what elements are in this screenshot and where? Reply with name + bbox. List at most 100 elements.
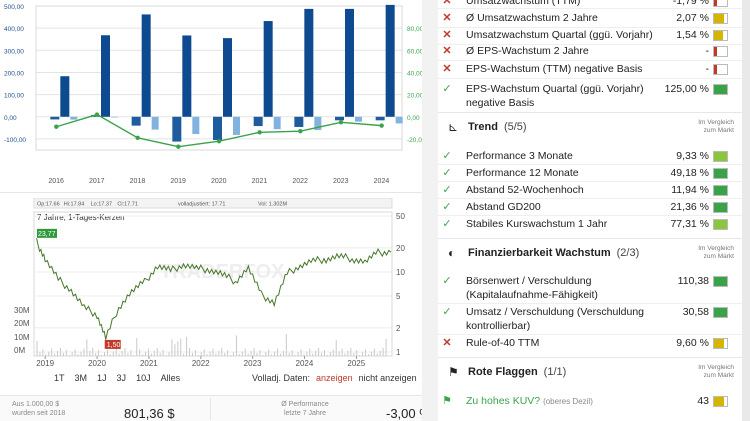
x-tick-label: 2017 — [89, 178, 105, 185]
criteria-label: Abstand 52-Wochenhoch — [466, 184, 584, 196]
max-label: 23,77 — [38, 231, 56, 238]
bar-main — [345, 8, 354, 117]
criteria-row: ✕ Rule-of-40 TTM 9,60 % — [438, 336, 742, 350]
criteria-row: ✕ Umsatzwachstum Quartal (ggü. Vorjahr) … — [438, 28, 742, 42]
rating-bar — [713, 185, 728, 196]
right-tick-label: 60,00 — [407, 48, 422, 55]
stat-performance-value: -3,00 % — [386, 406, 431, 421]
bar-main — [101, 35, 110, 117]
rating-fill — [714, 203, 727, 212]
criteria-row: ✓ Performance 12 Monate 49,18 % — [438, 166, 742, 180]
finance-note-2: zum Markt — [703, 253, 734, 260]
section-divider — [438, 357, 742, 358]
bar-tertiary — [192, 116, 200, 135]
min-label: 1,50 — [107, 342, 121, 349]
criteria-label: EPS-Wachstum (TTM) negative Basis — [466, 63, 643, 75]
stat-investment-label-2: wurden seit 2018 — [12, 410, 66, 417]
bar-secondary — [335, 116, 344, 121]
right-tick-label: 20,00 — [407, 93, 422, 100]
growth-point — [94, 112, 100, 117]
rating-fill — [714, 397, 725, 406]
volladj-hide-link[interactable]: nicht anzeigen — [358, 373, 417, 383]
flags-compare-note: Im Vergleich zum Markt — [698, 364, 734, 380]
rating-bar — [713, 13, 728, 24]
left-tick-label: 0,00 — [4, 115, 17, 122]
x-tick-label: 2021 — [252, 178, 268, 185]
flag-icon: ⚑ — [448, 365, 459, 379]
plot-frame — [35, 5, 403, 151]
volladj-show-link[interactable]: anzeigen — [316, 373, 353, 383]
finance-section-header: ◐ Finanzierbarkeit Wachstum (2/3) Im Verg… — [438, 243, 742, 265]
left-tick-label: 300,00 — [4, 48, 24, 55]
ohlc-value: Op:17.66 — [37, 202, 60, 208]
criteria-label: Börsenwert / Verschuldung (Kapitalaufnah… — [466, 275, 598, 301]
right-tick-label: 0,00 — [407, 115, 420, 122]
criteria-value: 43 — [697, 395, 709, 407]
stat-divider — [210, 398, 211, 420]
criteria-value: 2,07 % — [676, 12, 709, 24]
bar-secondary — [172, 116, 182, 142]
trend-note-1: Im Vergleich — [698, 119, 734, 126]
volladj-value: volladjustiert: 17.71 — [178, 202, 225, 208]
criteria-row: ✕ Umsatzwachstum (TTM) -1,79 % — [438, 0, 742, 8]
criteria-row: ✓ Abstand 52-Wochenhoch 11,94 % — [438, 183, 742, 197]
x-tick-label: 2022 — [292, 178, 308, 185]
range-alles-button[interactable]: Alles — [160, 373, 181, 383]
bar-secondary — [213, 116, 222, 141]
rating-bar — [713, 168, 728, 179]
row-divider — [438, 164, 742, 165]
cross-icon: ✕ — [442, 63, 452, 75]
chart-divider — [0, 192, 422, 193]
rating-bar — [713, 202, 728, 213]
criteria-row: ✕ Ø EPS-Wachstum 2 Jahre - — [438, 44, 742, 58]
growth-point — [216, 138, 222, 144]
row-divider — [438, 78, 742, 79]
bar-tertiary — [314, 116, 322, 131]
chart-subtitle: 7 Jahre, 1-Tages-Kerzen — [37, 213, 125, 222]
cross-icon: ✕ — [442, 45, 452, 57]
row-divider — [438, 303, 742, 304]
bar-secondary — [253, 116, 263, 127]
criteria-value: 110,38 — [677, 275, 709, 287]
rating-fill — [714, 85, 727, 94]
row-divider — [438, 8, 742, 9]
trend-title-text: Trend — [468, 121, 498, 133]
range-3j-button[interactable]: 3J — [116, 373, 127, 383]
check-icon: ✓ — [442, 83, 452, 95]
range-3m-button[interactable]: 3M — [74, 373, 88, 383]
rating-bar — [713, 219, 728, 230]
right-column: ✕ Umsatzwachstum (TTM) -1,79 % ✕ Ø Umsat… — [438, 0, 750, 421]
range-1t-button[interactable]: 1T — [54, 373, 65, 383]
bar-secondary — [50, 116, 60, 120]
green-flag-icon: ⚑ — [442, 395, 452, 407]
performance-stats: Aus 1.000,00 $ wurden seit 2018 801,36 $… — [0, 395, 431, 421]
growth-point — [338, 120, 344, 125]
criteria-value: 77,31 % — [670, 218, 709, 230]
section-divider — [438, 112, 742, 113]
row-divider — [438, 181, 742, 182]
criteria-value: 21,36 % — [670, 201, 709, 213]
rating-fill — [714, 220, 727, 229]
criteria-value: -1,79 % — [672, 0, 709, 7]
criteria-label: Abstand GD200 — [466, 201, 541, 213]
flags-title: Rote Flaggen (1/1) — [468, 366, 566, 378]
scrollbar-track[interactable] — [742, 0, 750, 421]
range-1j-button[interactable]: 1J — [97, 373, 107, 383]
ohlc-value: Lo:17.37 — [91, 202, 112, 208]
volume-value: Vol: 1.302M — [258, 202, 287, 208]
criteria-value: - — [705, 63, 710, 75]
bar-secondary — [131, 116, 141, 126]
range-10j-button[interactable]: 10J — [136, 373, 151, 383]
rating-fill — [714, 308, 727, 317]
criteria-value: 11,94 % — [671, 184, 709, 196]
bar-tertiary — [233, 116, 240, 135]
trend-count: (5/5) — [503, 121, 527, 133]
volume-tick-label: 20M — [14, 319, 30, 328]
criteria-value: 49,18 % — [670, 167, 709, 179]
stat-performance-label-2: letzte 7 Jahre — [283, 410, 327, 417]
growth-point — [379, 123, 384, 128]
price-chart[interactable]: Op:17.66 Hi:17.84 Lo:17.37 Cl:17.71 volladju… — [0, 198, 422, 368]
price-frame — [33, 211, 393, 357]
cross-icon: ✕ — [442, 337, 452, 349]
check-icon: ✓ — [442, 306, 452, 318]
